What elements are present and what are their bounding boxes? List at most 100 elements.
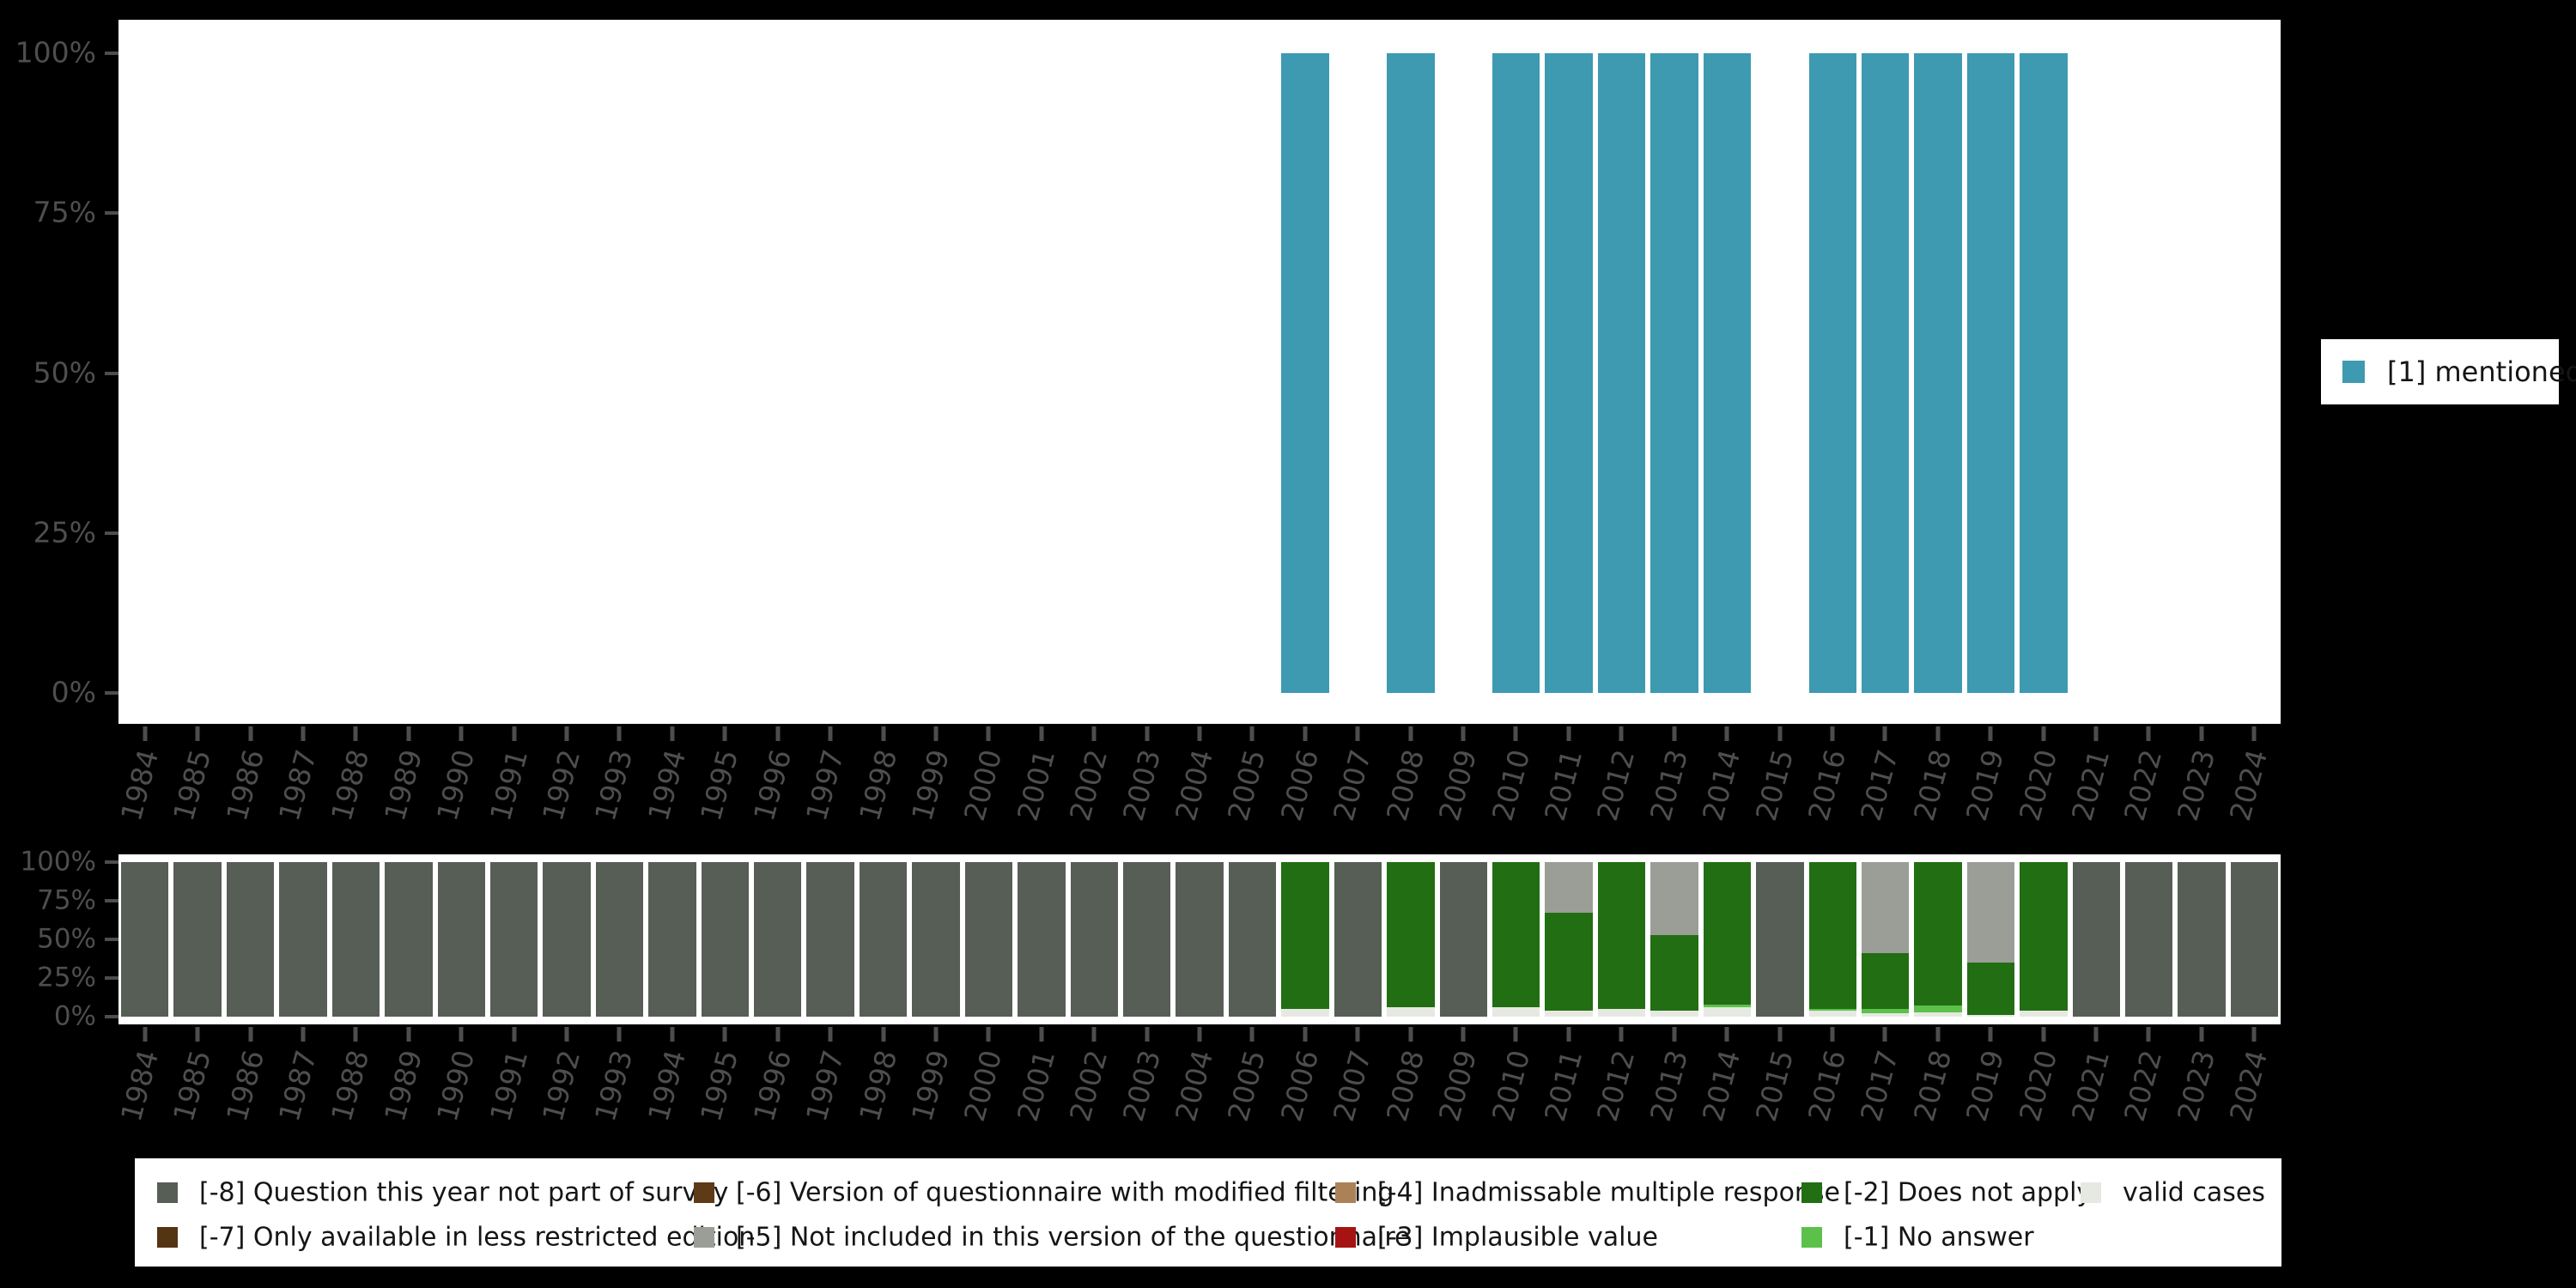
x-tick-label-year: 1992 [535, 745, 587, 825]
segment-does_not_apply-2014 [1703, 862, 1752, 1005]
x-tick-label-year: 2006 [1273, 745, 1326, 825]
segment-valid-2011 [1545, 1010, 1593, 1017]
stack-slot-1984 [118, 862, 171, 1017]
segment-not_part-2023 [2178, 862, 2226, 1017]
x-tick-label-year: 2006 [1273, 1046, 1326, 1126]
segment-valid-2019 [1966, 1015, 2015, 1017]
x-tick-mark [1988, 726, 1993, 741]
y-tick-label: 75% [37, 884, 96, 916]
x-tick-label-year: 1993 [588, 1046, 640, 1126]
stack-slot-2006 [1279, 862, 1331, 1017]
x-tick-label-year: 2004 [1168, 745, 1220, 825]
x-tick-mark [1672, 726, 1677, 741]
x-tick-mark [1355, 726, 1360, 741]
x-tick-label-year: 1990 [430, 745, 482, 825]
x-tick-mark [2093, 726, 2099, 741]
y-tick-label: 75% [33, 195, 96, 229]
bar-slot-2002 [1068, 53, 1121, 693]
x-tick-mark [933, 726, 939, 741]
x-tick-mark [670, 726, 675, 741]
x-tick-mark [1830, 1027, 1835, 1042]
y-tick-mark [105, 976, 118, 980]
bar-slot-2019 [1965, 53, 2017, 693]
x-tick-label-year: 1989 [377, 1046, 429, 1126]
segment-not_part-2009 [1439, 862, 1487, 1017]
x-tick-mark [1091, 1027, 1097, 1042]
x-tick-mark [1724, 1027, 1729, 1042]
bar-slot-1990 [435, 53, 488, 693]
x-tick-mark [195, 726, 200, 741]
x-tick-label-year: 1988 [325, 1046, 376, 1126]
segment-no_answer-2017 [1861, 1008, 1910, 1014]
x-tick-label-year: 2019 [1959, 745, 2011, 825]
x-tick-mark [1461, 1027, 1466, 1042]
stack-slot-2013 [1648, 862, 1700, 1017]
bar-slot-2022 [2123, 53, 2175, 693]
x-tick-label-year: 2009 [1432, 745, 1484, 825]
top-chart-panel [118, 20, 2281, 724]
bar-slot-2001 [1015, 53, 1067, 693]
x-tick-mark [2041, 1027, 2046, 1042]
stack-slot-2017 [1859, 862, 1911, 1017]
segment-valid-2014 [1703, 1007, 1752, 1017]
mentioned-bar-2008 [1387, 53, 1435, 693]
legend-swatch-no_answer [1801, 1227, 1822, 1248]
x-tick-label-year: 1992 [535, 1046, 587, 1126]
bar-slot-2015 [1753, 53, 1806, 693]
stack-slot-2008 [1384, 862, 1437, 1017]
x-tick-label-year: 1999 [904, 1046, 957, 1126]
legend-label-inadmissable: [-4] Inadmissable multiple response [1377, 1177, 1841, 1208]
x-tick-mark [933, 1027, 939, 1042]
segment-not_part-2005 [1228, 862, 1277, 1017]
x-tick-label-year: 2017 [1854, 1046, 1905, 1126]
y-tick-label: 0% [51, 675, 96, 709]
x-tick-mark [775, 1027, 781, 1042]
x-tick-label-year: 1984 [113, 745, 166, 825]
y-tick-mark [105, 860, 118, 864]
mentioned-legend-swatch [2342, 361, 2365, 383]
x-tick-mark [775, 726, 781, 741]
x-tick-mark [406, 1027, 411, 1042]
stack-slot-1992 [540, 862, 592, 1017]
x-tick-label-year: 2011 [1537, 745, 1589, 825]
bar-slot-2000 [963, 53, 1015, 693]
y-tick-label: 50% [37, 923, 96, 955]
x-tick-mark [512, 1027, 517, 1042]
x-tick-mark [143, 726, 148, 741]
x-tick-label-year: 2007 [1327, 745, 1378, 825]
x-tick-mark [1145, 1027, 1150, 1042]
x-tick-label-year: 2021 [2064, 1046, 2117, 1126]
legend-label-implausible: [-3] Implausible value [1377, 1222, 1658, 1253]
x-tick-mark [722, 726, 727, 741]
bar-slot-1989 [382, 53, 434, 693]
y-tick-mark [105, 531, 118, 535]
x-tick-mark [722, 1027, 727, 1042]
x-tick-label-year: 2018 [1906, 745, 1959, 825]
x-tick-label-year: 2002 [1063, 1046, 1115, 1126]
x-tick-mark [1777, 1027, 1783, 1042]
segment-does_not_apply-2017 [1861, 953, 1910, 1009]
legend-swatch-does_not_apply [1801, 1182, 1822, 1203]
stack-slot-1996 [751, 862, 804, 1017]
bar-slot-2013 [1648, 53, 1700, 693]
segment-not_included-2017 [1861, 862, 1910, 954]
x-tick-label-year: 1991 [483, 745, 534, 825]
x-tick-mark [248, 1027, 253, 1042]
stack-slot-2021 [2070, 862, 2123, 1017]
missing-values-legend: [-8] Question this year not part of surv… [135, 1158, 2281, 1267]
stack-slot-1991 [488, 862, 540, 1017]
legend-swatch-valid [2081, 1182, 2101, 1203]
x-tick-label-year: 2015 [1748, 745, 1800, 825]
stack-slot-2007 [1332, 862, 1384, 1017]
stack-slot-2000 [963, 862, 1015, 1017]
segment-does_not_apply-2010 [1492, 862, 1540, 1008]
y-tick-label: 25% [37, 962, 96, 993]
y-tick-mark [105, 899, 118, 902]
x-tick-mark [2146, 1027, 2151, 1042]
segment-not_part-1997 [806, 862, 854, 1017]
x-tick-label-year: 2001 [1010, 1046, 1062, 1126]
x-tick-mark [2251, 726, 2257, 741]
bar-slot-1988 [330, 53, 382, 693]
x-tick-mark [881, 726, 885, 741]
